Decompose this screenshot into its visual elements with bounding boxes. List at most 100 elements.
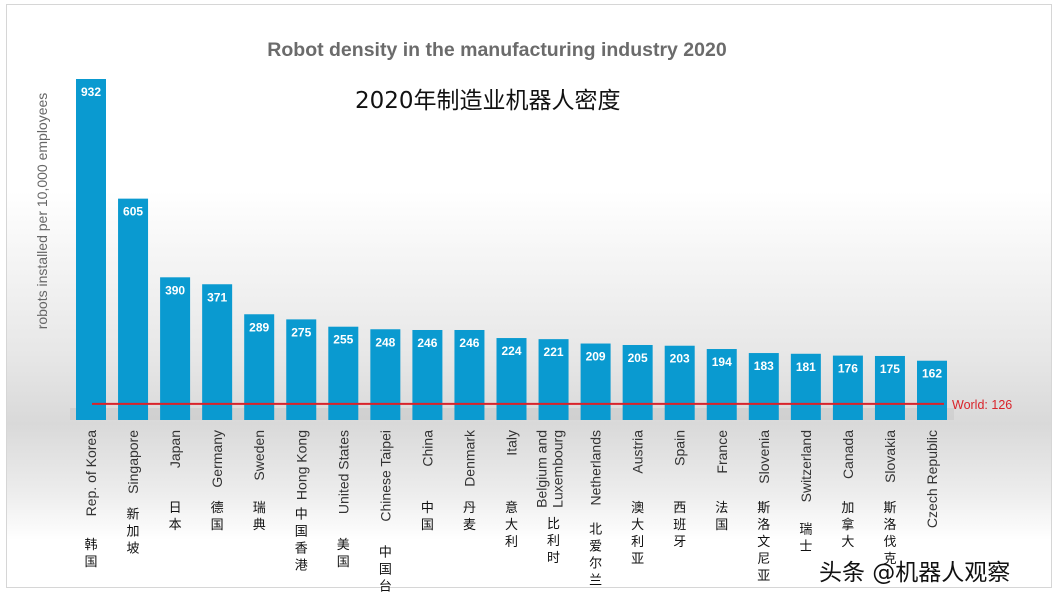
category-label: Slovakia — [882, 430, 898, 483]
bar-value-label: 194 — [712, 355, 732, 369]
category-label-cn: 拿 — [841, 517, 854, 533]
bar-value-label: 205 — [628, 351, 648, 365]
category-label: Rep. of Korea — [83, 430, 99, 517]
category-label-cn: 澳 — [631, 500, 644, 516]
category-label-cn: 大 — [841, 535, 854, 550]
category-label-cn: 斯 — [757, 501, 770, 516]
chart-title: Robot density in the manufacturing indus… — [267, 39, 727, 61]
category-label-cn: 利 — [547, 534, 560, 549]
bar-value-label: 371 — [207, 290, 227, 304]
bar-value-label: 181 — [796, 360, 816, 374]
category-label-cn: 兰 — [589, 574, 602, 589]
bar — [496, 338, 527, 420]
bar-value-label: 289 — [249, 320, 269, 334]
category-label-cn: 意 — [505, 500, 518, 516]
category-label-cn: 麦 — [463, 518, 476, 533]
category-label: Spain — [672, 430, 688, 466]
category-label-cn: 大 — [505, 518, 518, 533]
category-label-cn: 大 — [631, 518, 644, 533]
bar-value-label: 390 — [165, 283, 185, 297]
category-label-cn: 亚 — [631, 552, 644, 567]
category-label-cn: 尔 — [589, 557, 602, 572]
category-label: Singapore — [125, 430, 141, 494]
category-label-cn: 国 — [337, 555, 350, 570]
bar — [160, 277, 191, 420]
category-label: Japan — [167, 430, 183, 468]
bar — [664, 345, 695, 420]
category-label: Slovenia — [756, 430, 772, 484]
chart-subtitle: 2020年制造业机器人密度 — [355, 88, 621, 114]
category-label: Sweden — [251, 430, 267, 481]
category-label: Italy — [504, 430, 520, 456]
category-label-cn: 美 — [337, 538, 350, 553]
bar — [76, 79, 106, 420]
category-label-cn: 典 — [253, 518, 266, 533]
bar — [790, 353, 821, 420]
category-label: Czech Republic — [924, 430, 940, 528]
category-label: Luxembourg — [550, 430, 566, 508]
category-label-cn: 伐 — [883, 535, 896, 550]
category-label-cn: 北 — [589, 523, 602, 538]
category-label-cn: 斯 — [883, 501, 896, 516]
category-label: Hong Kong — [293, 430, 309, 500]
category-label: Germany — [209, 430, 225, 488]
category-label-cn: 班 — [673, 518, 686, 533]
category-label-cn: 台 — [379, 579, 392, 594]
bar-value-label: 162 — [922, 367, 942, 381]
category-label-cn: 尼 — [757, 552, 770, 567]
category-label: United States — [335, 430, 351, 514]
bar-value-label: 183 — [754, 359, 774, 373]
bar-value-label: 248 — [375, 335, 395, 349]
bar — [748, 353, 779, 420]
category-label-cn: 加 — [127, 524, 140, 539]
bar — [917, 360, 947, 420]
bar-value-label: 255 — [333, 333, 353, 347]
bar-value-label: 175 — [880, 362, 900, 376]
category-label: Denmark — [461, 429, 477, 487]
category-label-cn: 时 — [547, 551, 560, 566]
category-label: Netherlands — [588, 430, 604, 506]
category-label: Austria — [630, 430, 646, 474]
category-label: China — [419, 430, 435, 467]
category-label-cn: 瑞 — [253, 501, 266, 516]
bar — [832, 355, 863, 420]
category-label-cn: 瑞 — [799, 523, 812, 538]
bar-value-label: 246 — [417, 336, 437, 350]
category-label-cn: 洛 — [883, 518, 896, 533]
category-label-cn: 比 — [547, 517, 560, 532]
category-label-cn: 国 — [211, 518, 224, 533]
bar-value-label: 209 — [586, 350, 606, 364]
category-label-cn: 德 — [211, 501, 224, 516]
category-label-cn: 中 — [421, 501, 434, 516]
category-label-cn: 新 — [127, 506, 140, 522]
bar — [538, 339, 569, 420]
category-label-cn: 坡 — [127, 541, 140, 556]
world-average-label: World: 126 — [952, 398, 1012, 412]
category-label-cn: 法 — [715, 501, 728, 516]
bar — [244, 314, 275, 420]
category-label-cn: 利 — [505, 535, 518, 550]
category-label-cn: 香 — [295, 541, 308, 556]
bar — [622, 344, 653, 420]
category-label-cn: 韩 — [84, 538, 97, 553]
bar — [706, 349, 737, 420]
bar-value-label: 203 — [670, 352, 690, 366]
category-label-cn: 国 — [295, 524, 308, 539]
category-label: Canada — [840, 430, 856, 479]
category-label-cn: 利 — [631, 535, 644, 550]
category-label-cn: 爱 — [589, 540, 602, 555]
category-label-cn: 克 — [883, 552, 896, 567]
category-label-cn: 日 — [169, 501, 182, 516]
bar-value-label: 221 — [544, 345, 564, 359]
bar-value-label: 246 — [459, 336, 479, 350]
category-label-cn: 文 — [757, 535, 770, 550]
bar — [580, 343, 611, 420]
category-label-cn: 士 — [799, 540, 812, 555]
category-label-cn: 本 — [169, 518, 182, 533]
bar — [874, 355, 905, 420]
category-label-cn: 中 — [379, 545, 392, 560]
bar-value-label: 176 — [838, 362, 858, 376]
category-label: Switzerland — [798, 430, 814, 502]
category-label: France — [714, 430, 730, 474]
category-label-cn: 洛 — [757, 518, 770, 533]
